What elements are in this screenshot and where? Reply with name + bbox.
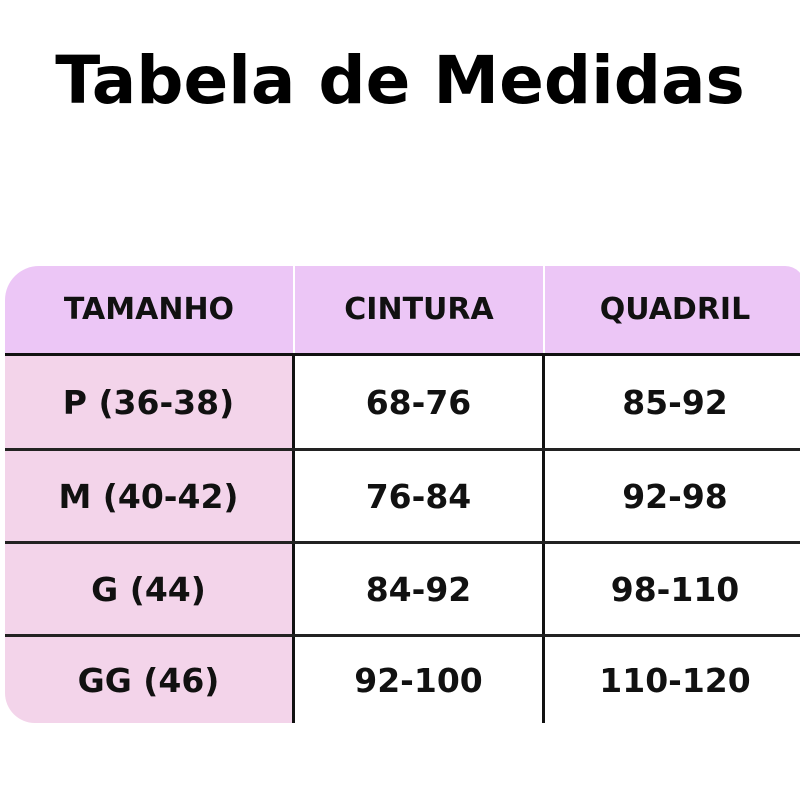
table-row: P (36-38) 68-76 85-92 <box>5 356 800 448</box>
size-cell: G (44) <box>5 544 295 634</box>
hip-cell: 92-98 <box>622 476 728 516</box>
hip-cell: 110-120 <box>599 660 751 700</box>
size-table: TAMANHO CINTURA QUADRIL P (36-38) 68-76 … <box>5 266 800 723</box>
header-tamanho: TAMANHO <box>5 266 293 353</box>
row-divider <box>5 448 800 451</box>
hip-cell: 98-110 <box>610 569 740 609</box>
waist-cell: 68-76 <box>295 356 545 448</box>
table-body: P (36-38) 68-76 85-92 M (40-42) 76-84 92… <box>5 353 800 723</box>
table-row: G (44) 84-92 98-110 <box>5 544 800 634</box>
header-quadril: QUADRIL <box>545 266 800 353</box>
header-cintura: CINTURA <box>295 266 543 353</box>
waist-cell: 76-84 <box>295 451 545 541</box>
table-row: GG (46) 92-100 110-120 <box>5 637 800 723</box>
waist-cell: 92-100 <box>295 637 545 723</box>
size-cell: M (40-42) <box>5 451 295 541</box>
row-divider <box>5 541 800 544</box>
table-row: M (40-42) 76-84 92-98 <box>5 451 800 541</box>
waist-cell: 84-92 <box>295 544 545 634</box>
size-cell: P (36-38) <box>5 356 295 448</box>
page-title: Tabela de Medidas <box>55 42 745 119</box>
row-divider <box>5 634 800 637</box>
size-cell: GG (46) <box>5 637 295 723</box>
hip-cell: 85-92 <box>622 382 728 422</box>
